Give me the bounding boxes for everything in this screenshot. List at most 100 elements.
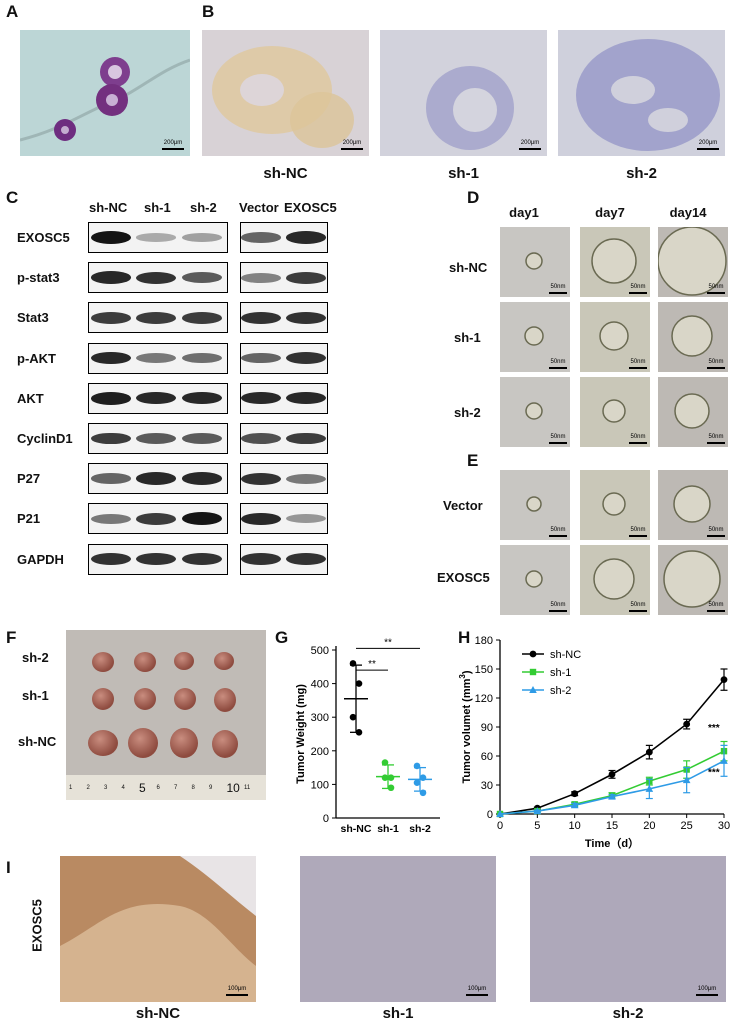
organoid	[524, 326, 544, 346]
caption-b-sh-1: sh-1	[448, 165, 479, 182]
organoid-shape	[658, 227, 727, 296]
wb-band	[241, 232, 281, 243]
panel-label-i: I	[6, 858, 11, 877]
wb-band	[182, 272, 222, 284]
organoid-shape	[525, 252, 543, 270]
x-tick-label: 5	[534, 820, 540, 832]
caption-b-sh-nc: sh-NC	[263, 165, 308, 182]
organoid-shape	[602, 399, 626, 423]
organoid-image: 50nm	[500, 302, 570, 372]
wb-blot-box	[240, 222, 328, 253]
organoid-shape	[524, 326, 544, 346]
wb-blot-box	[240, 463, 328, 495]
data-point	[533, 807, 542, 815]
organoid-scalebar-label: 50nm	[550, 602, 566, 608]
organoid-image: 50nm	[658, 545, 728, 615]
organoid	[658, 227, 727, 296]
organoid-image: 50nm	[580, 545, 650, 615]
organoid-scalebar-label: 50nm	[708, 359, 724, 365]
wb-blot-box	[240, 423, 328, 454]
wb-lane-sh-1: sh-1	[144, 200, 171, 215]
scalebar-i1: 100μm	[226, 986, 248, 996]
data-point	[355, 729, 363, 736]
organoid	[673, 485, 711, 523]
wb-band	[241, 432, 281, 445]
organoid	[663, 550, 721, 608]
wb-band	[136, 553, 176, 566]
organoid-scalebar-label: 50nm	[550, 284, 566, 290]
ihc-sh-1-tissue	[300, 856, 496, 1002]
ruler-number: 6	[156, 785, 160, 791]
panel-label-f: F	[6, 628, 17, 647]
y-tick-label: 0	[487, 809, 493, 821]
x-tick-label: sh-NC	[341, 823, 372, 835]
organoid-shape	[525, 402, 543, 420]
y-tick-label: 0	[323, 813, 329, 825]
wb-blot-box	[88, 342, 228, 374]
organoid-shape	[663, 550, 721, 608]
wb-blot-box	[240, 342, 328, 374]
organoid-image: 50nm	[580, 470, 650, 540]
tumor-shnc-1	[88, 730, 118, 756]
tumor-sh1-1	[92, 688, 114, 710]
wb-band	[136, 353, 176, 364]
micrograph-b-sh-1: 200μm	[380, 30, 547, 156]
wb-blot-box	[240, 302, 328, 334]
wb-lane-sh-nc: sh-NC	[89, 200, 128, 215]
ihc-sh-1: 100μm	[300, 856, 496, 1002]
organoid-image: 50nm	[500, 227, 570, 297]
organoid-scalebar: 50nm	[707, 434, 725, 444]
wb-blot-box	[88, 463, 228, 495]
org-row-sh-nc: sh-NC	[449, 260, 488, 275]
caption-i-sh-nc: sh-NC	[135, 1005, 181, 1022]
organoid-image: 50nm	[658, 470, 728, 540]
data-point	[413, 762, 421, 770]
organoid	[671, 315, 713, 357]
wb-blot-box	[240, 503, 328, 535]
photo-row-sh-nc: sh-NC	[18, 734, 57, 749]
wb-band	[182, 433, 222, 444]
data-point	[387, 774, 395, 781]
organoid-image: 50nm	[658, 227, 728, 297]
wb-band	[241, 352, 281, 364]
organoid-scalebar-label: 50nm	[550, 434, 566, 440]
organoid-shape	[591, 238, 637, 284]
wb-lane-vector: Vector	[239, 200, 279, 215]
wb-band	[182, 553, 222, 566]
wb-row-label: GAPDH	[17, 551, 64, 567]
wb-band	[136, 512, 176, 525]
wb-band	[286, 231, 326, 244]
ruler-numbers: 1 2 3 4 5 6 7 8 9 10 11	[66, 781, 266, 797]
y-axis-label-end: )	[461, 670, 473, 674]
wb-band	[286, 392, 326, 405]
caption-b-sh-2: sh-2	[626, 165, 657, 182]
wb-band	[136, 392, 176, 405]
tumor-weight-chart: 0 100 200 300 400 500 Tumor Weight (mg) sh-NC sh…	[295, 637, 440, 835]
wb-band	[182, 311, 222, 324]
scalebar-b1: 200μm	[341, 140, 363, 150]
wb-band	[241, 553, 281, 566]
wb-band	[91, 513, 131, 524]
wb-band	[286, 352, 326, 365]
micrograph-b-sh-2: 200μm	[558, 30, 725, 156]
wb-blot-box	[240, 382, 328, 414]
wb-band	[286, 271, 326, 284]
organoid-shape	[526, 496, 542, 512]
organoid-image: 50nm	[658, 302, 728, 372]
org-row-sh-2: sh-2	[454, 405, 481, 420]
wb-band	[241, 392, 281, 405]
data-point	[608, 770, 616, 778]
wb-band	[136, 472, 176, 485]
org-row-sh-1: sh-1	[454, 330, 481, 345]
wb-band	[91, 271, 131, 284]
ihc-sh-2-tissue	[530, 856, 726, 1002]
organoid	[525, 570, 543, 588]
wb-row-label: P21	[17, 511, 41, 527]
micrograph-a-cells	[20, 57, 190, 142]
organoid	[602, 399, 626, 423]
organoid	[591, 238, 637, 284]
tumor-sh1-4	[214, 688, 236, 712]
ruler-number: 9	[209, 785, 213, 791]
organoid-scalebar: 50nm	[707, 284, 725, 294]
organoid-scalebar: 50nm	[549, 527, 567, 537]
